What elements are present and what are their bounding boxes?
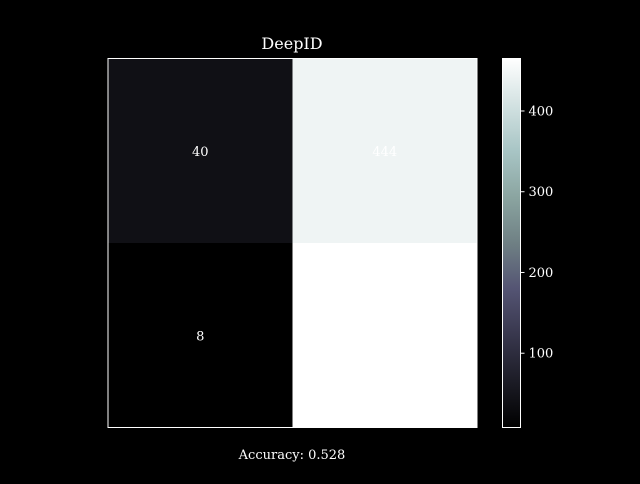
heatmap-cell-1-0: [108, 243, 293, 428]
x-axis-label: Accuracy: 0.528: [238, 448, 346, 463]
cell-value-label-0-0: 40: [192, 145, 209, 160]
heatmap-cells: 40 444 8 465: [108, 58, 477, 428]
heatmap-cell-1-1: [292, 243, 477, 428]
cell-value-label-1-0: 8: [196, 329, 204, 344]
cell-value-label-1-1: 465: [372, 329, 397, 344]
heatmap-cell-0-0: [108, 58, 293, 243]
colorbar-tick-label-300: 300: [529, 185, 554, 200]
colorbar-ticks: 100 200 300 400: [520, 104, 554, 362]
chart-title: DeepID: [261, 34, 322, 53]
plot-frame: [107, 58, 478, 428]
heatmap-cell-0-1: [292, 58, 477, 243]
colorbar-tick-label-400: 400: [529, 104, 554, 119]
colorbar-tick-label-100: 100: [529, 347, 554, 362]
colorbar: [502, 58, 521, 428]
cell-value-label-0-1: 444: [372, 145, 397, 160]
colorbar-tick-label-200: 200: [529, 266, 554, 281]
